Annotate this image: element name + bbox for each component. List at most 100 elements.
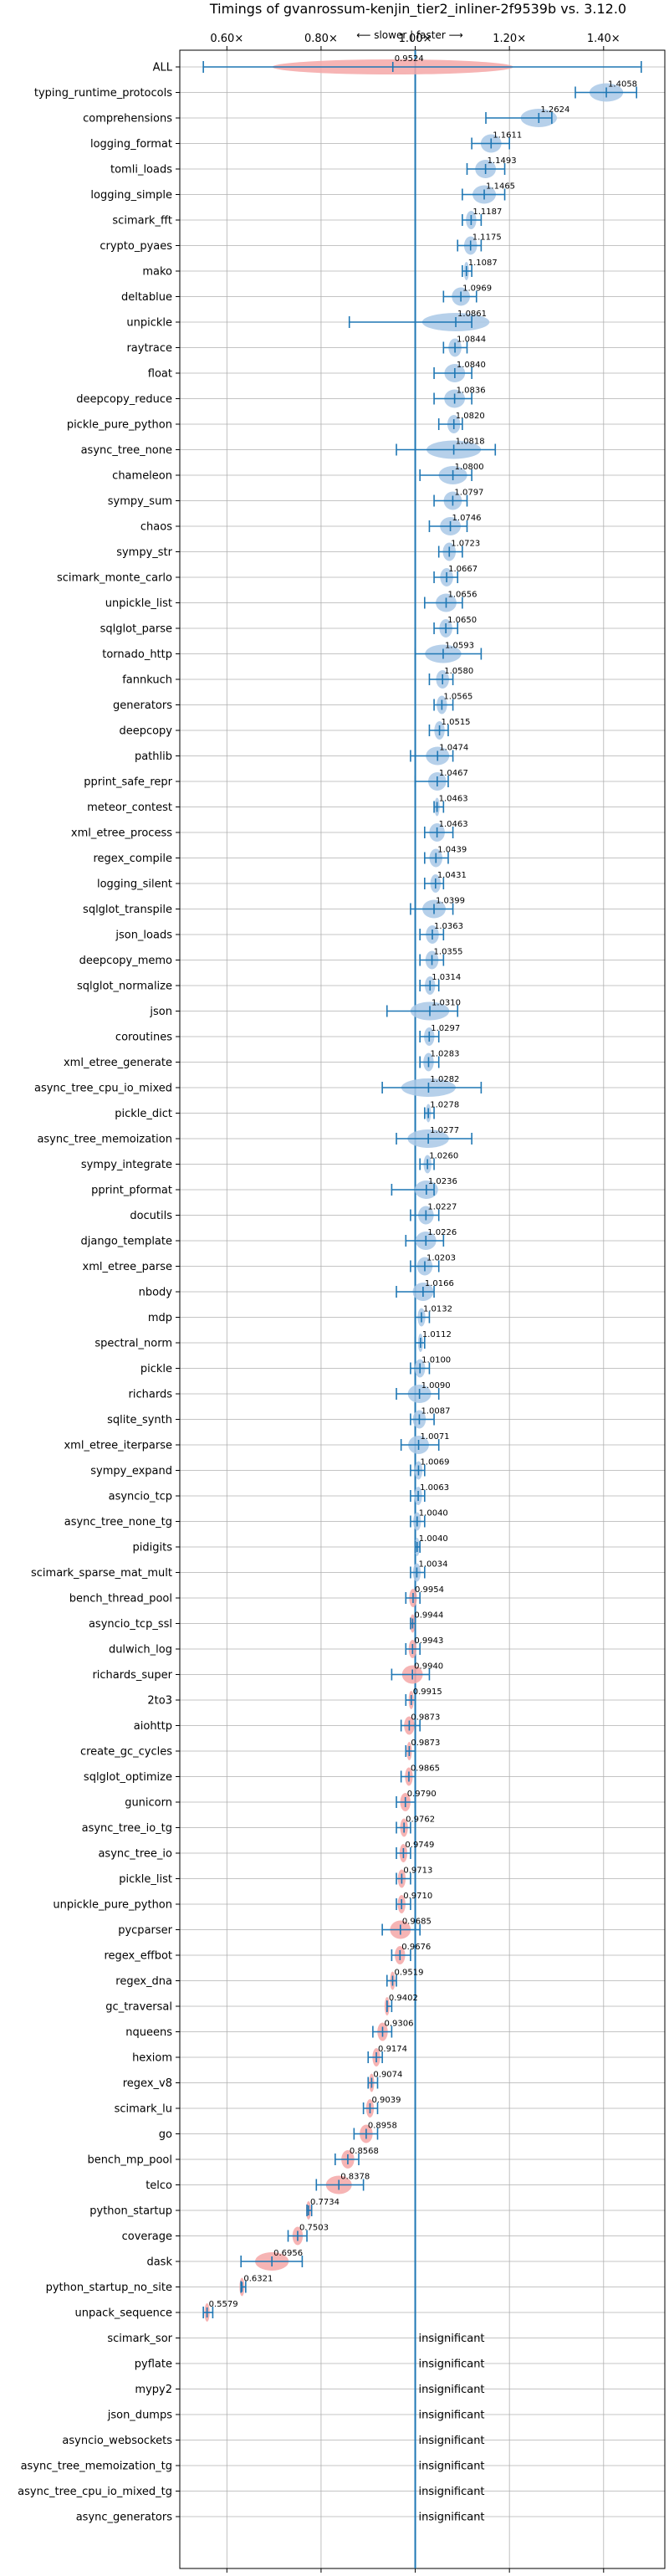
category-label: scimark_monte_carlo — [57, 572, 172, 585]
value-label: 1.0565 — [443, 693, 472, 702]
value-label: 0.9402 — [389, 1994, 418, 2003]
category-label: telco — [146, 2179, 172, 2192]
value-label: 1.0040 — [419, 1534, 448, 1544]
category-label: tomli_loads — [110, 164, 172, 177]
category-label: async_tree_memoization — [37, 1134, 172, 1146]
value-label: 0.9865 — [411, 1764, 440, 1774]
value-label: 0.9873 — [411, 1713, 440, 1723]
category-label: chaos — [140, 521, 172, 534]
value-label: 1.0278 — [430, 1101, 459, 1110]
value-label: 1.0226 — [427, 1228, 457, 1237]
category-label: aiohttp — [134, 1720, 172, 1733]
value-label: 1.0283 — [430, 1050, 459, 1059]
insignificant-label: insignificant — [419, 2486, 485, 2498]
value-label: 0.9749 — [405, 1841, 434, 1850]
value-label: 1.0277 — [430, 1126, 459, 1135]
value-label: 0.9174 — [378, 2045, 407, 2054]
category-label: xml_etree_generate — [64, 1057, 172, 1069]
value-label: 1.0034 — [418, 1560, 447, 1570]
value-label: 1.1087 — [468, 259, 498, 268]
value-label: 1.0467 — [439, 769, 468, 778]
category-label: crypto_pyaes — [100, 240, 172, 253]
value-label: 1.1175 — [472, 233, 502, 243]
category-label: pathlib — [135, 750, 172, 763]
category-label: spectral_norm — [94, 1338, 172, 1350]
category-label: tornado_http — [102, 648, 172, 661]
category-label: comprehensions — [83, 113, 172, 125]
value-label: 1.0227 — [427, 1203, 457, 1212]
category-label: asyncio_tcp — [109, 1491, 172, 1503]
value-label: 1.0132 — [423, 1305, 452, 1314]
category-label: dulwich_log — [109, 1644, 172, 1657]
tick-label-top: 0.60× — [210, 33, 243, 45]
tick-label-top: 0.80× — [304, 33, 338, 45]
category-label: sqlglot_transpile — [83, 904, 172, 916]
category-label: dask — [146, 2256, 172, 2269]
category-label: scimark_sparse_mat_mult — [31, 1567, 172, 1580]
category-label: raytrace — [126, 342, 172, 355]
category-label: json — [149, 1006, 172, 1018]
category-label: richards_super — [92, 1669, 172, 1682]
value-label: 1.0800 — [455, 463, 484, 472]
category-label: float — [148, 368, 172, 381]
category-label: regex_v8 — [123, 2077, 172, 2090]
category-label: async_tree_cpu_io_mixed — [34, 1083, 172, 1095]
category-label: nqueens — [125, 2026, 172, 2039]
value-label: 1.0861 — [457, 310, 487, 319]
category-label: async_tree_none_tg — [64, 1516, 172, 1529]
value-label: 1.0723 — [451, 540, 480, 549]
category-label: gc_traversal — [105, 2001, 172, 2014]
value-label: 1.0282 — [430, 1075, 459, 1084]
category-label: pprint_pformat — [91, 1185, 172, 1197]
category-label: logging_format — [90, 138, 172, 151]
category-label: nbody — [139, 1287, 173, 1299]
insignificant-label: insignificant — [419, 2410, 485, 2422]
category-label: deltablue — [121, 291, 172, 304]
value-label: 1.0087 — [421, 1407, 450, 1416]
category-label: coverage — [122, 2230, 172, 2243]
value-label: 0.9944 — [414, 1611, 443, 1621]
category-label: unpickle_list — [105, 597, 172, 610]
category-label: meteor_contest — [87, 801, 172, 814]
value-label: 0.9676 — [401, 1943, 431, 1952]
category-label: generators — [113, 699, 172, 712]
value-label: 0.9519 — [394, 1969, 423, 1978]
category-label: sqlglot_normalize — [77, 981, 172, 993]
value-label: 1.0474 — [439, 744, 468, 753]
category-label: asyncio_tcp_ssl — [89, 1618, 172, 1631]
value-label: 1.0656 — [447, 591, 477, 600]
value-label: 0.9873 — [411, 1739, 440, 1748]
category-label: pyflate — [135, 2358, 172, 2371]
plot-frame — [179, 49, 666, 2569]
category-label: unpack_sequence — [74, 2307, 172, 2320]
value-label: 1.0593 — [445, 642, 474, 651]
category-label: scimark_lu — [115, 2103, 172, 2116]
value-label: 1.0040 — [419, 1509, 448, 1518]
insignificant-label: insignificant — [419, 2461, 485, 2473]
value-label: 1.0463 — [439, 795, 468, 804]
category-label: create_gc_cycles — [80, 1746, 172, 1759]
violin-marks: 0.9524 1.4058 1.2624 1.1611 1.1493 1.1465 1.11… — [202, 54, 642, 2524]
value-label: 0.9762 — [406, 1815, 435, 1825]
tick-label-top: 1.00× — [399, 33, 432, 45]
value-label: 1.0844 — [457, 335, 486, 345]
value-label: 0.9524 — [395, 54, 424, 64]
value-label: 0.9685 — [402, 1918, 432, 1927]
category-label: regex_dna — [115, 1975, 172, 1988]
value-label: 1.4058 — [608, 80, 637, 90]
category-label: deepcopy_reduce — [76, 393, 172, 406]
value-label: 1.0515 — [442, 718, 471, 727]
insignificant-label: insignificant — [419, 2435, 485, 2447]
value-label: 1.0090 — [421, 1381, 451, 1390]
category-label: xml_etree_iterparse — [64, 1440, 172, 1452]
category-label: bench_thread_pool — [69, 1593, 172, 1606]
category-label: logging_simple — [90, 189, 172, 202]
bottom-axis-ticks: 0.60×0.80×1.00×1.20×1.40× — [226, 2568, 605, 2573]
value-label: 1.0355 — [434, 948, 463, 957]
value-label: 0.7503 — [299, 2224, 329, 2233]
category-label: hexiom — [132, 2052, 172, 2065]
insignificant-label: insignificant — [419, 2333, 485, 2345]
category-label: coroutines — [115, 1032, 172, 1044]
category-label: go — [159, 2128, 172, 2141]
value-label: 1.0746 — [452, 514, 482, 523]
